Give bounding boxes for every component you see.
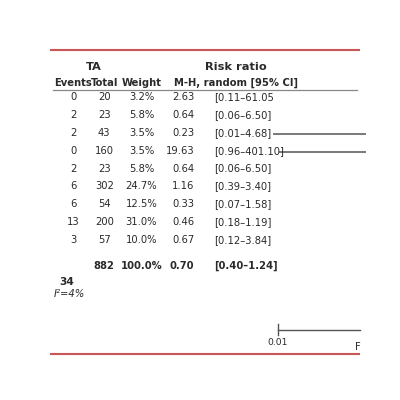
Text: [0.06–6.50]: [0.06–6.50]: [214, 110, 271, 120]
Text: 2: 2: [70, 128, 76, 138]
Text: I²=4%: I²=4%: [54, 289, 85, 299]
Text: Events: Events: [54, 78, 92, 88]
Text: [0.01–4.68]: [0.01–4.68]: [214, 128, 271, 138]
Text: Total: Total: [90, 78, 118, 88]
Text: 5.8%: 5.8%: [129, 110, 154, 120]
Text: [0.12–3.84]: [0.12–3.84]: [214, 235, 271, 245]
Text: 2.63: 2.63: [172, 92, 194, 102]
Text: 6: 6: [70, 181, 76, 191]
Text: 2: 2: [70, 164, 76, 174]
Text: 0.33: 0.33: [172, 199, 194, 209]
Text: [0.11–61.05: [0.11–61.05: [214, 92, 274, 102]
Text: M-H, random [95% CI]: M-H, random [95% CI]: [174, 78, 298, 88]
Text: 13: 13: [67, 217, 80, 227]
Text: 2: 2: [70, 110, 76, 120]
Text: 0.46: 0.46: [172, 217, 194, 227]
Text: 24.7%: 24.7%: [126, 181, 157, 191]
Text: 31.0%: 31.0%: [126, 217, 157, 227]
Text: 3.5%: 3.5%: [129, 146, 154, 156]
Text: 5.8%: 5.8%: [129, 164, 154, 174]
Text: 6: 6: [70, 199, 76, 209]
Text: 1.16: 1.16: [172, 181, 194, 191]
Text: 20: 20: [98, 92, 110, 102]
Text: Risk ratio: Risk ratio: [205, 62, 267, 72]
Text: 23: 23: [98, 164, 110, 174]
Text: 160: 160: [95, 146, 114, 156]
Text: 0.01: 0.01: [268, 338, 288, 346]
Text: 0: 0: [70, 146, 76, 156]
Text: 0.23: 0.23: [172, 128, 194, 138]
Text: [0.96–401.10]: [0.96–401.10]: [214, 146, 284, 156]
Text: 34: 34: [60, 278, 74, 288]
Text: 200: 200: [95, 217, 114, 227]
Text: 57: 57: [98, 235, 111, 245]
Text: 54: 54: [98, 199, 110, 209]
Text: [0.40–1.24]: [0.40–1.24]: [214, 260, 277, 271]
Text: F: F: [355, 342, 361, 352]
Text: Weight: Weight: [122, 78, 162, 88]
Text: TA: TA: [86, 62, 101, 72]
Text: [0.06–6.50]: [0.06–6.50]: [214, 164, 271, 174]
Text: 100.0%: 100.0%: [120, 260, 162, 270]
Text: 43: 43: [98, 128, 110, 138]
Text: 3.5%: 3.5%: [129, 128, 154, 138]
Text: 23: 23: [98, 110, 110, 120]
Text: 0.70: 0.70: [170, 260, 194, 270]
Text: 12.5%: 12.5%: [126, 199, 157, 209]
Text: 0.67: 0.67: [172, 235, 194, 245]
Text: 10.0%: 10.0%: [126, 235, 157, 245]
Text: 0.64: 0.64: [172, 164, 194, 174]
Text: 3.2%: 3.2%: [129, 92, 154, 102]
Text: 19.63: 19.63: [166, 146, 194, 156]
Text: 0.64: 0.64: [172, 110, 194, 120]
Text: 882: 882: [94, 260, 115, 270]
Text: 3: 3: [70, 235, 76, 245]
Text: [0.18–1.19]: [0.18–1.19]: [214, 217, 271, 227]
Text: [0.07–1.58]: [0.07–1.58]: [214, 199, 271, 209]
Text: [0.39–3.40]: [0.39–3.40]: [214, 181, 271, 191]
Text: 302: 302: [95, 181, 114, 191]
Text: 0: 0: [70, 92, 76, 102]
